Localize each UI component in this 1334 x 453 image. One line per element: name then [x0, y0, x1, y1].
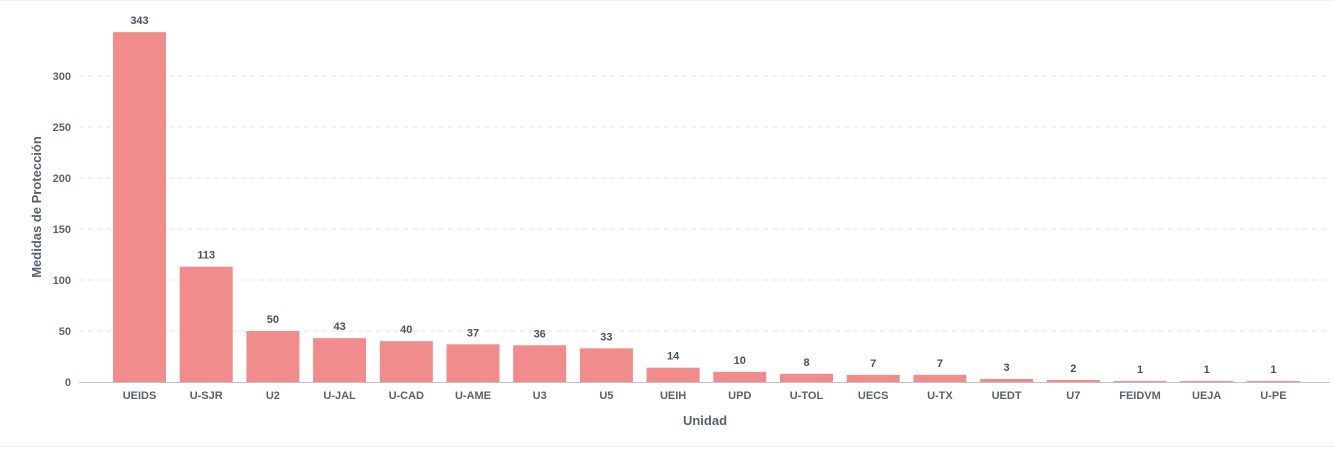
- data-label: 1: [1204, 364, 1210, 376]
- y-tick-label: 250: [53, 122, 71, 134]
- bar[interactable]: [379, 341, 433, 382]
- x-axis-ticks: UEIDS U-SJR U2 U-JAL U-CAD U-AME U3 U5 UEIH UPD U-…: [123, 390, 1287, 402]
- data-labels: 343 113 50 43 40 37 36 33 14 10 8 7 7 3 2 1 1 1: [130, 15, 1276, 376]
- x-tick-label: U7: [1066, 390, 1080, 402]
- x-tick-label: FEIDVM: [1119, 390, 1161, 402]
- bar[interactable]: [1113, 380, 1167, 382]
- x-tick-label: U-TX: [927, 390, 953, 402]
- x-tick-label: U-SJR: [190, 390, 223, 402]
- bar[interactable]: [179, 266, 233, 382]
- data-label: 113: [197, 250, 215, 262]
- grid-lines: [79, 75, 1330, 332]
- data-label: 50: [267, 314, 279, 326]
- data-label: 43: [333, 321, 345, 333]
- data-label: 7: [937, 358, 943, 370]
- y-tick-label: 150: [53, 224, 71, 236]
- y-tick-label: 200: [53, 173, 71, 185]
- bar[interactable]: [1180, 380, 1234, 382]
- bar[interactable]: [646, 367, 700, 382]
- x-tick-label: U-PE: [1260, 390, 1286, 402]
- x-axis-title: Unidad: [683, 413, 727, 428]
- x-tick-label: U2: [266, 390, 280, 402]
- x-tick-label: U5: [599, 390, 613, 402]
- bar[interactable]: [246, 331, 300, 382]
- bar[interactable]: [913, 374, 967, 382]
- bar[interactable]: [579, 348, 633, 382]
- bar[interactable]: [713, 371, 767, 382]
- x-tick-label: UEIH: [660, 390, 686, 402]
- y-axis-title: Medidas de Protección: [29, 136, 44, 278]
- bars: [113, 32, 1300, 382]
- data-label: 10: [734, 355, 746, 367]
- data-label: 37: [467, 327, 479, 339]
- bar[interactable]: [1246, 380, 1300, 382]
- data-label: 343: [130, 15, 148, 27]
- x-tick-label: U-TOL: [790, 390, 824, 402]
- bar[interactable]: [1046, 379, 1100, 382]
- x-tick-label: UEJA: [1192, 390, 1221, 402]
- y-tick-label: 50: [59, 326, 71, 338]
- y-tick-label: 0: [65, 377, 71, 389]
- data-label: 36: [534, 328, 546, 340]
- x-tick-label: U3: [533, 390, 547, 402]
- x-tick-label: UPD: [728, 390, 751, 402]
- bar[interactable]: [513, 345, 567, 382]
- x-tick-label: UEIDS: [123, 390, 157, 402]
- data-label: 8: [803, 357, 809, 369]
- x-tick-label: U-CAD: [389, 390, 424, 402]
- data-label: 2: [1070, 363, 1076, 375]
- data-label: 1: [1137, 364, 1143, 376]
- y-tick-label: 100: [53, 275, 71, 287]
- data-label: 1: [1270, 364, 1276, 376]
- data-label: 33: [600, 331, 612, 343]
- x-tick-label: UEDT: [992, 390, 1022, 402]
- bar[interactable]: [980, 378, 1034, 382]
- x-tick-label: U-AME: [455, 390, 491, 402]
- data-label: 14: [667, 351, 680, 363]
- bar[interactable]: [113, 32, 166, 382]
- bar[interactable]: [780, 373, 833, 382]
- bar[interactable]: [846, 374, 900, 382]
- bar[interactable]: [446, 344, 500, 382]
- bar[interactable]: [313, 338, 367, 382]
- x-tick-label: U-JAL: [323, 390, 356, 402]
- y-tick-label: 300: [53, 71, 71, 83]
- data-label: 40: [400, 324, 412, 336]
- data-label: 7: [870, 358, 876, 370]
- data-label: 3: [1004, 362, 1010, 374]
- x-tick-label: UECS: [858, 390, 889, 402]
- y-axis-ticks: 0 50 100 150 200 250 300: [53, 71, 71, 389]
